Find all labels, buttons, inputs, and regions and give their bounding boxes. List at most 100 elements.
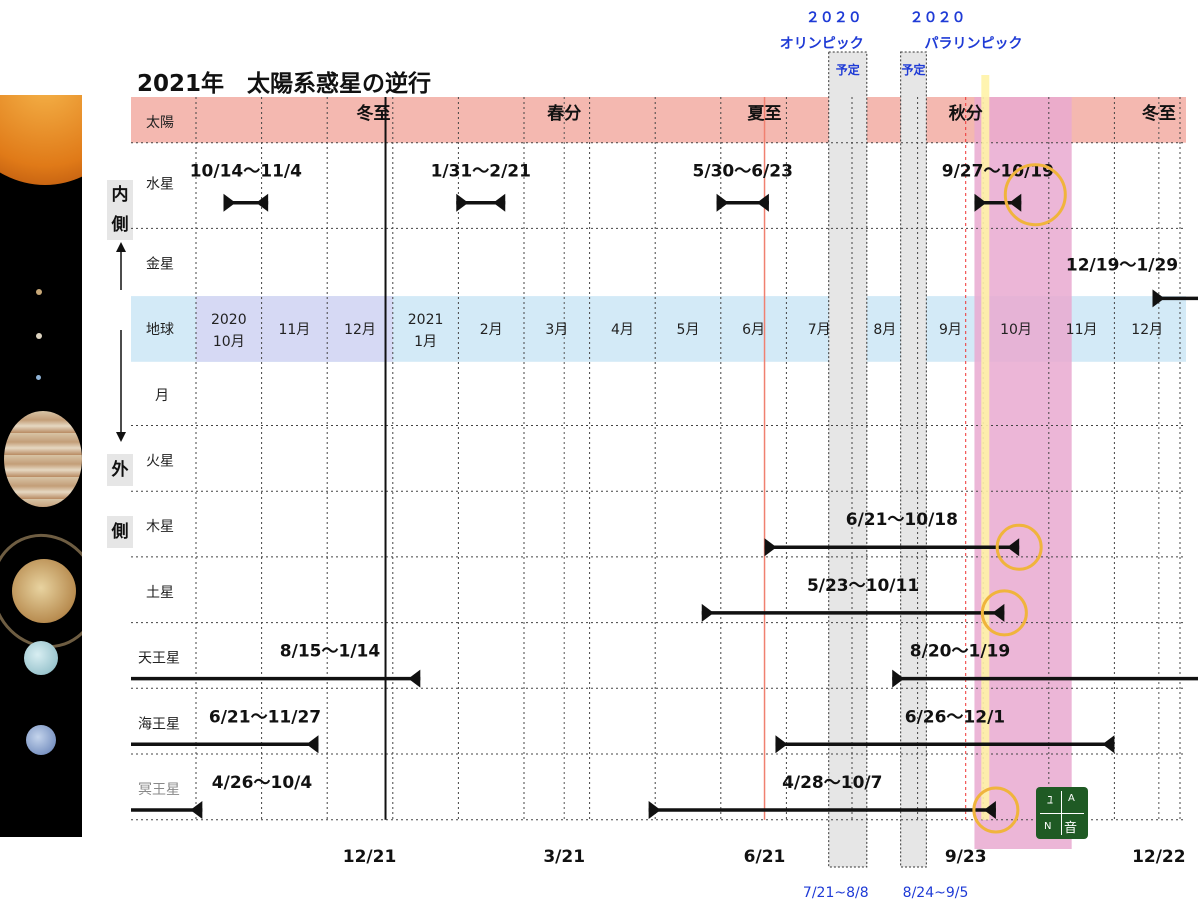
month-label-year-3: 2021 [408, 312, 444, 328]
event-box-1 [900, 51, 927, 868]
retro-label-0: 10/14〜11/4 [190, 162, 302, 182]
retro-label-1: 1/31〜2/21 [431, 162, 531, 182]
event-name-0: オリンピック [780, 36, 864, 52]
inner-side-label-top: 内 [111, 185, 129, 205]
month-label-12: 10月 [1000, 322, 1032, 338]
retro-start-arrow-3 [974, 193, 987, 212]
sun-event-label-2: 夏至 [748, 104, 782, 124]
retro-start-arrow-2 [716, 193, 729, 212]
row-label-月: 月 [155, 388, 169, 404]
retro-label-10: 6/26〜12/1 [905, 707, 1005, 727]
inner-side-label-bottom: 側 [111, 215, 129, 235]
month-label-0: 10月 [213, 334, 245, 350]
retro-circle-2 [980, 589, 1028, 637]
event-note-1: 予定 [902, 62, 926, 77]
retro-start-arrow-0 [223, 193, 236, 212]
planet-strip-image [0, 95, 82, 837]
event-year-1: ２０２０ [910, 10, 966, 26]
retro-end-arrow-1 [493, 193, 506, 212]
bottom-date-1: 3/21 [543, 847, 585, 867]
retro-circle-1 [995, 523, 1043, 571]
month-label-1: 11月 [278, 322, 310, 338]
jupiter-image [4, 411, 82, 507]
retro-end-arrow-0 [256, 193, 269, 212]
outer-side-label-top: 外 [111, 460, 129, 480]
retro-start-arrow-5 [764, 538, 777, 557]
earth-row-past-band [196, 296, 393, 362]
outer-arrow-head [116, 432, 126, 442]
month-label-2: 12月 [344, 322, 376, 338]
bottom-date-4: 12/22 [1132, 847, 1186, 867]
retro-label-7: 8/15〜1/14 [280, 642, 381, 662]
retro-start-arrow-4 [1152, 289, 1165, 308]
retro-end-arrow-2 [756, 193, 769, 212]
logo-cross-h [1040, 813, 1084, 814]
mercury-image [36, 289, 42, 295]
month-label-6: 4月 [611, 322, 634, 338]
sun-event-label-0: 冬至 [357, 103, 391, 124]
event-box-0 [828, 51, 868, 868]
event-note-0: 予定 [836, 62, 860, 77]
outer-side-label: 外 側 [107, 454, 133, 548]
bottom-date-2: 6/21 [744, 847, 786, 867]
retro-label-8: 8/20〜1/19 [910, 642, 1010, 662]
retro-label-2: 5/30〜6/23 [693, 162, 793, 182]
row-label-木星: 木星 [146, 519, 174, 535]
retro-end-arrow-6 [992, 603, 1005, 622]
row-label-太陽: 太陽 [146, 115, 174, 131]
logo: ﾕ A N 音 [1036, 787, 1088, 839]
retro-end-arrow-5 [1007, 538, 1020, 557]
month-label-8: 6月 [742, 322, 765, 338]
retro-label-12: 4/28〜10/7 [782, 773, 882, 793]
event-range-0: 7/21~8/8 [803, 885, 869, 901]
event-year-0: ２０２０ [806, 10, 862, 26]
sun-image [0, 95, 82, 185]
month-label-10: 8月 [873, 322, 896, 338]
retro-start-arrow-8 [892, 669, 905, 688]
saturn-image [12, 559, 76, 623]
outer-side-gap [107, 486, 133, 516]
month-label-year-0: 2020 [211, 312, 247, 328]
retro-end-arrow-10 [1102, 735, 1115, 754]
logo-letter-n: N [1044, 821, 1052, 832]
uranus-image [24, 641, 58, 675]
row-label-火星: 火星 [146, 454, 174, 470]
retro-start-arrow-6 [701, 603, 714, 622]
chart-title: 2021年 太陽系惑星の逆行 [137, 71, 432, 97]
month-label-9: 7月 [808, 322, 831, 338]
inner-side-label: 内 側 [107, 180, 133, 240]
retro-label-6: 5/23〜10/11 [807, 576, 919, 596]
retro-circle-3 [972, 786, 1020, 834]
sun-event-label-4: 冬至 [1142, 103, 1176, 124]
retro-label-9: 6/21〜11/27 [209, 707, 321, 727]
retro-end-arrow-12 [983, 801, 996, 819]
retro-start-arrow-1 [456, 193, 469, 212]
retro-end-arrow-11 [190, 801, 203, 819]
retro-circle-0 [1003, 163, 1067, 227]
bottom-date-3: 9/23 [945, 847, 987, 867]
bottom-date-0: 12/21 [343, 847, 397, 867]
row-label-土星: 土星 [146, 585, 174, 601]
row-label-金星: 金星 [146, 256, 174, 272]
row-label-冥王星: 冥王星 [138, 782, 180, 798]
month-label-13: 11月 [1066, 322, 1098, 338]
retro-label-4: 12/19〜1/29 [1066, 255, 1178, 275]
logo-letter-a: A [1068, 793, 1075, 804]
row-label-天王星: 天王星 [138, 651, 180, 667]
retro-end-arrow-7 [408, 669, 421, 688]
month-label-14: 12月 [1131, 322, 1163, 338]
inner-arrow-head [116, 242, 126, 252]
logo-sprout-icon: ﾕ [1046, 793, 1053, 807]
venus-image [36, 333, 42, 339]
outer-side-label-bottom: 側 [111, 522, 129, 542]
month-label-5: 3月 [545, 322, 568, 338]
row-label-水星: 水星 [146, 177, 174, 193]
sun-event-label-3: 秋分 [949, 103, 983, 124]
retro-start-arrow-10 [775, 735, 788, 754]
retro-start-arrow-12 [648, 801, 661, 819]
sun-event-label-1: 春分 [547, 103, 581, 124]
earth-image [36, 375, 41, 380]
neptune-image [26, 725, 56, 755]
